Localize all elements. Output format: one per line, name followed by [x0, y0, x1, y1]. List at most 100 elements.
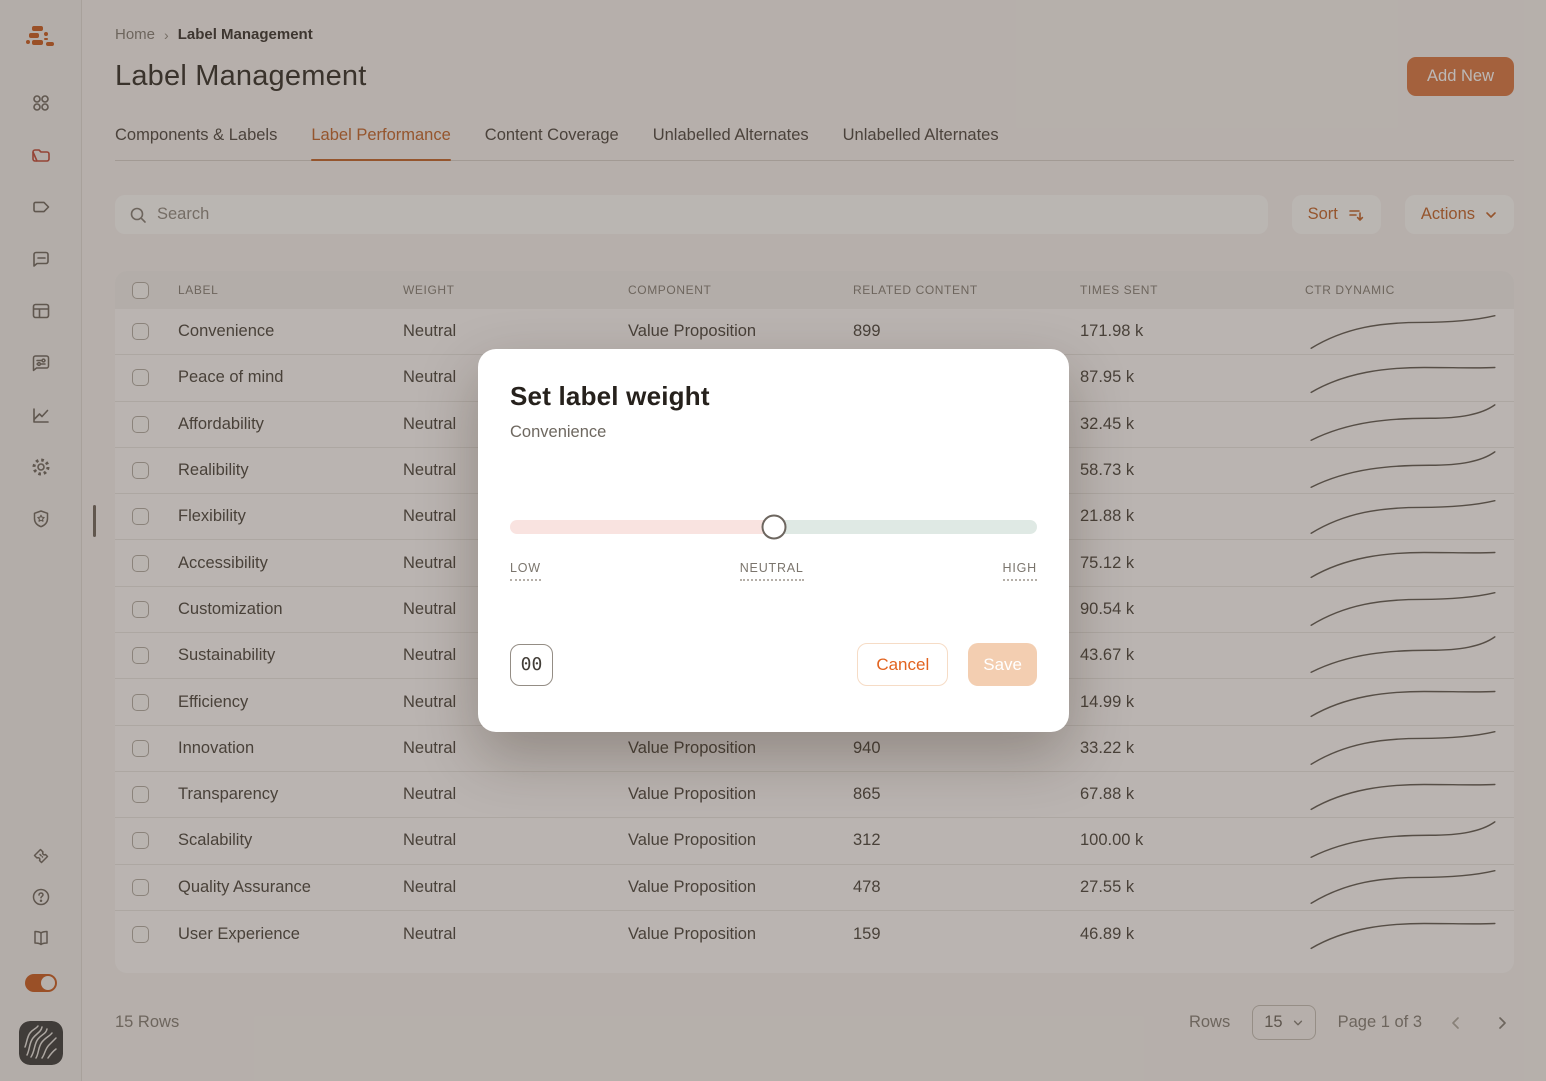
tag-icon[interactable] — [30, 196, 52, 218]
rows-count: 15 Rows — [115, 1013, 180, 1032]
ctr-sparkline — [1310, 499, 1496, 534]
cell-weight: Neutral — [403, 461, 457, 480]
row-checkbox[interactable] — [132, 925, 149, 943]
cell-label: Sustainability — [178, 646, 276, 665]
page-info: Page 1 of 3 — [1337, 1013, 1422, 1032]
set-label-weight-dialog: Set label weight Convenience LOW NEUTRAL… — [478, 349, 1069, 732]
comment-icon[interactable] — [30, 248, 52, 270]
row-checkbox[interactable] — [132, 600, 149, 618]
gear-icon[interactable] — [30, 456, 52, 478]
cell-label: Transparency — [178, 785, 279, 804]
tab-unlabelled-alternates[interactable]: Unlabelled Alternates — [842, 126, 999, 144]
breadcrumb-home[interactable]: Home — [115, 26, 156, 43]
row-checkbox[interactable] — [132, 739, 149, 757]
layout-icon[interactable] — [30, 300, 52, 322]
tabs: Components & Labels Label Performance Cont… — [115, 126, 1514, 161]
ctr-sparkline — [1310, 821, 1496, 858]
chart-icon[interactable] — [30, 404, 52, 426]
cell-times-sent: 67.88 k — [1080, 785, 1135, 804]
cell-label: Affordability — [178, 414, 264, 433]
tab-label-performance[interactable]: Label Performance — [311, 126, 452, 161]
feedback-settings-icon[interactable] — [30, 352, 52, 374]
rows-per-page-select[interactable]: 15 — [1252, 1005, 1316, 1041]
cell-weight: Neutral — [403, 877, 457, 896]
cell-component: Value Proposition — [628, 831, 757, 850]
column-header: TIMES SENT — [1080, 283, 1159, 297]
cell-weight: Neutral — [403, 924, 457, 943]
rows-label: Rows — [1188, 1013, 1231, 1032]
table-row: User Experience Neutral Value Propositio… — [115, 911, 1514, 957]
ctr-sparkline — [1310, 404, 1496, 442]
help-icon[interactable] — [30, 886, 52, 908]
cancel-button[interactable]: Cancel — [857, 643, 949, 686]
row-checkbox[interactable] — [132, 323, 149, 341]
search-input[interactable] — [157, 205, 1254, 224]
actions-button[interactable]: Actions — [1404, 195, 1514, 234]
cell-weight: Neutral — [403, 507, 457, 526]
row-checkbox[interactable] — [132, 786, 149, 804]
prev-page-button[interactable] — [1444, 1011, 1468, 1035]
sort-icon — [1349, 209, 1364, 221]
row-checkbox[interactable] — [132, 832, 149, 850]
cell-label: Flexibility — [178, 507, 246, 526]
row-checkbox[interactable] — [132, 693, 149, 711]
sort-button-label: Sort — [1307, 205, 1338, 223]
cell-label: Quality Assurance — [178, 877, 311, 896]
add-new-button[interactable]: Add New — [1407, 57, 1514, 96]
shield-star-icon[interactable] — [30, 508, 52, 530]
cell-related-content: 478 — [853, 877, 881, 896]
cell-component: Value Proposition — [628, 924, 757, 943]
folder-icon[interactable] — [30, 144, 52, 166]
cell-weight: Neutral — [403, 785, 457, 804]
save-button[interactable]: Save — [968, 643, 1037, 686]
chevron-left-icon — [1452, 1016, 1459, 1029]
cell-component: Value Proposition — [628, 785, 757, 804]
ctr-sparkline — [1310, 592, 1496, 627]
tab-content-coverage[interactable]: Content Coverage — [484, 126, 619, 144]
cell-label: Customization — [178, 599, 283, 618]
ticket-icon[interactable] — [30, 845, 52, 867]
tab-unlabelled-alternates[interactable]: Unlabelled Alternates — [652, 126, 809, 144]
weight-value-input[interactable] — [510, 643, 553, 686]
ctr-sparkline — [1310, 870, 1496, 905]
sidebar — [0, 0, 82, 1081]
row-checkbox[interactable] — [132, 415, 149, 433]
select-all-checkbox[interactable] — [132, 281, 149, 299]
cell-label: Convenience — [178, 322, 275, 341]
tab-components-labels[interactable]: Components & Labels — [115, 126, 278, 144]
row-checkbox[interactable] — [132, 508, 149, 526]
weight-slider[interactable] — [510, 514, 1037, 540]
slider-label-neutral: NEUTRAL — [739, 561, 804, 581]
cell-label: Innovation — [178, 738, 255, 757]
table-row: Innovation Neutral Value Proposition 940… — [115, 726, 1514, 772]
row-checkbox[interactable] — [132, 554, 149, 572]
apps-grid-icon[interactable] — [30, 92, 52, 114]
column-header: CTR DYNAMIC — [1305, 283, 1395, 297]
row-checkbox[interactable] — [132, 647, 149, 665]
slider-handle[interactable] — [761, 514, 786, 540]
cell-weight: Neutral — [403, 738, 457, 757]
cell-times-sent: 32.45 k — [1080, 414, 1135, 433]
table-row: Scalability Neutral Value Proposition 31… — [115, 818, 1514, 865]
ctr-sparkline — [1310, 783, 1496, 810]
row-checkbox[interactable] — [132, 369, 149, 387]
actions-button-label: Actions — [1420, 205, 1475, 223]
book-icon[interactable] — [30, 927, 52, 949]
next-page-button[interactable] — [1490, 1011, 1514, 1035]
sort-button[interactable]: Sort — [1291, 195, 1381, 234]
table-row: Peace of mind Neutral 87.95 k — [115, 355, 1514, 402]
scrollbar-thumb[interactable] — [93, 505, 96, 537]
cell-label: User Experience — [178, 924, 300, 943]
theme-toggle[interactable] — [24, 974, 57, 992]
cell-weight: Neutral — [403, 553, 457, 572]
avatar[interactable] — [18, 1021, 63, 1065]
ctr-sparkline — [1310, 922, 1496, 950]
cell-component: Value Proposition — [628, 877, 757, 896]
cell-weight: Neutral — [403, 692, 457, 711]
row-checkbox[interactable] — [132, 462, 149, 480]
row-checkbox[interactable] — [132, 878, 149, 896]
cell-label: Peace of mind — [178, 368, 284, 387]
app-logo-icon[interactable] — [23, 20, 59, 56]
column-header: COMPONENT — [628, 283, 712, 297]
cell-weight: Neutral — [403, 646, 457, 665]
